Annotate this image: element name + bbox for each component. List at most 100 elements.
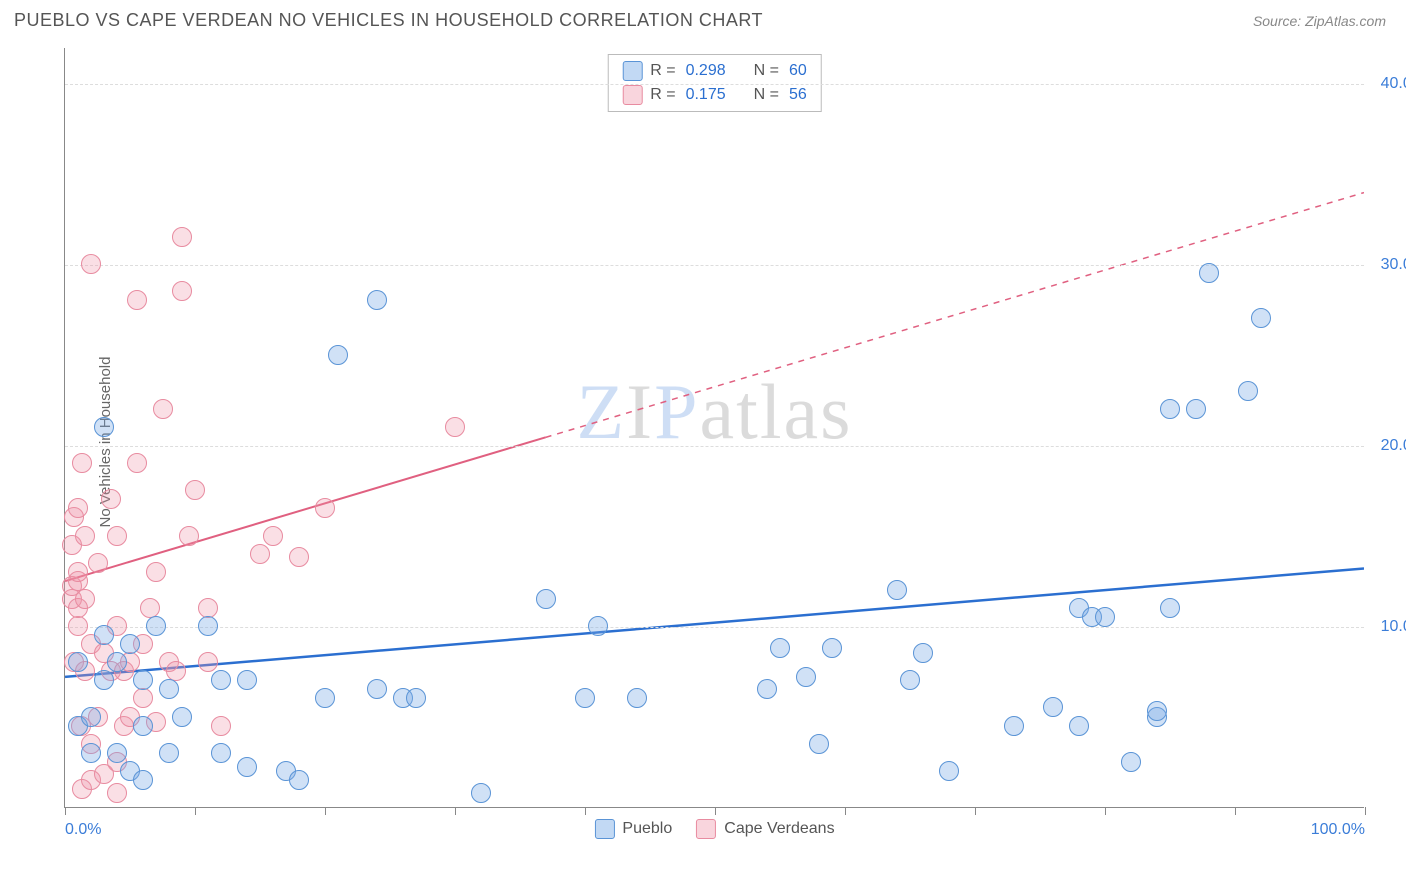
data-point-blue: [536, 589, 556, 609]
data-point-blue: [588, 616, 608, 636]
x-tick: [975, 807, 976, 815]
data-point-blue: [120, 634, 140, 654]
data-point-blue: [887, 580, 907, 600]
data-point-pink: [127, 290, 147, 310]
data-point-pink: [88, 553, 108, 573]
legend-label: Cape Verdeans: [724, 820, 834, 838]
x-tick: [455, 807, 456, 815]
data-point-blue: [133, 716, 153, 736]
data-point-blue: [1147, 701, 1167, 721]
data-point-blue: [367, 290, 387, 310]
x-tick: [1365, 807, 1366, 815]
data-point-blue: [237, 757, 257, 777]
x-tick: [325, 807, 326, 815]
data-point-pink: [198, 652, 218, 672]
data-point-blue: [81, 707, 101, 727]
x-tick: [715, 807, 716, 815]
data-point-blue: [133, 770, 153, 790]
data-point-blue: [237, 670, 257, 690]
data-point-blue: [471, 783, 491, 803]
data-point-blue: [1121, 752, 1141, 772]
data-point-pink: [250, 544, 270, 564]
data-point-blue: [107, 652, 127, 672]
data-point-blue: [575, 688, 595, 708]
data-point-pink: [127, 453, 147, 473]
data-point-pink: [166, 661, 186, 681]
data-point-pink: [289, 547, 309, 567]
stat-n-value: 60: [789, 59, 807, 83]
stat-r-value: 0.298: [686, 59, 726, 83]
data-point-pink: [445, 417, 465, 437]
data-point-blue: [172, 707, 192, 727]
data-point-blue: [211, 670, 231, 690]
data-point-pink: [140, 598, 160, 618]
data-point-pink: [263, 526, 283, 546]
data-point-blue: [770, 638, 790, 658]
data-point-blue: [68, 652, 88, 672]
data-point-blue: [939, 761, 959, 781]
data-point-blue: [1199, 263, 1219, 283]
data-point-pink: [101, 489, 121, 509]
x-tick-label: 100.0%: [1311, 821, 1365, 839]
stat-r-value: 0.175: [686, 83, 726, 107]
data-point-blue: [1069, 716, 1089, 736]
data-point-pink: [107, 526, 127, 546]
data-point-blue: [367, 679, 387, 699]
data-point-blue: [198, 616, 218, 636]
data-point-pink: [75, 589, 95, 609]
y-tick-label: 30.0%: [1381, 256, 1406, 274]
stats-row: R = 0.298 N = 60: [622, 59, 807, 83]
data-point-blue: [1251, 308, 1271, 328]
data-point-blue: [406, 688, 426, 708]
data-point-pink: [68, 562, 88, 582]
data-point-pink: [68, 498, 88, 518]
data-point-blue: [211, 743, 231, 763]
data-point-blue: [1095, 607, 1115, 627]
data-point-pink: [68, 616, 88, 636]
x-tick: [195, 807, 196, 815]
legend-swatch: [696, 819, 716, 839]
chart-area: No Vehicles in Household ZIPatlas R =0.2…: [50, 42, 1390, 842]
trend-lines: [65, 48, 1364, 807]
chart-source: Source: ZipAtlas.com: [1253, 13, 1386, 29]
data-point-pink: [107, 783, 127, 803]
chart-header: PUEBLO VS CAPE VERDEAN NO VEHICLES IN HO…: [0, 0, 1406, 35]
data-point-blue: [1160, 399, 1180, 419]
data-point-pink: [75, 526, 95, 546]
stat-n-label: N =: [754, 59, 779, 83]
data-point-blue: [107, 743, 127, 763]
data-point-pink: [172, 281, 192, 301]
gridline-h: [65, 627, 1364, 628]
data-point-blue: [627, 688, 647, 708]
data-point-blue: [1186, 399, 1206, 419]
data-point-blue: [809, 734, 829, 754]
data-point-blue: [913, 643, 933, 663]
y-tick-label: 40.0%: [1381, 75, 1406, 93]
series-legend: Pueblo Cape Verdeans: [594, 819, 834, 839]
legend-swatch: [594, 819, 614, 839]
data-point-blue: [1004, 716, 1024, 736]
y-tick-label: 10.0%: [1381, 618, 1406, 636]
data-point-pink: [72, 453, 92, 473]
gridline-h: [65, 446, 1364, 447]
data-point-blue: [159, 743, 179, 763]
plot-region: ZIPatlas R =0.298N =60R =0.175N =56 Pueb…: [64, 48, 1364, 808]
data-point-pink: [315, 498, 335, 518]
legend-item: Pueblo: [594, 819, 672, 839]
data-point-pink: [172, 227, 192, 247]
data-point-pink: [146, 562, 166, 582]
data-point-pink: [185, 480, 205, 500]
legend-item: Cape Verdeans: [696, 819, 834, 839]
legend-swatch: [622, 85, 642, 105]
x-tick: [1105, 807, 1106, 815]
legend-swatch: [622, 61, 642, 81]
stat-r-label: R =: [650, 59, 675, 83]
data-point-blue: [1160, 598, 1180, 618]
x-tick: [1235, 807, 1236, 815]
legend-label: Pueblo: [622, 820, 672, 838]
data-point-blue: [94, 670, 114, 690]
data-point-blue: [159, 679, 179, 699]
data-point-blue: [757, 679, 777, 699]
data-point-blue: [289, 770, 309, 790]
data-point-pink: [81, 254, 101, 274]
